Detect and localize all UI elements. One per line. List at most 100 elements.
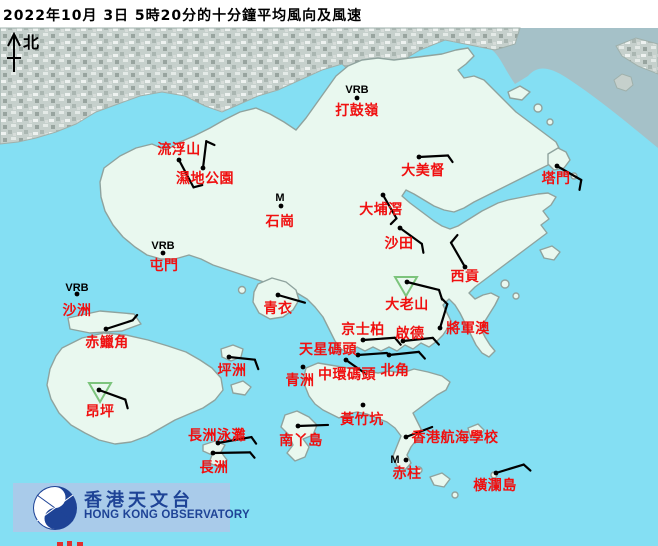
station-name-label: 石崗 (265, 213, 295, 230)
station-status-label: VRB (151, 240, 174, 252)
wind-barb-shaft (387, 350, 420, 357)
station-status-label: M (275, 192, 284, 204)
station-sha-tin: 沙田 (385, 225, 425, 254)
station-hk-sea-school: 香港航海學校 (403, 425, 499, 446)
wind-barb-shaft (211, 451, 252, 455)
wind-barb-shaft (356, 351, 389, 357)
station-dot (160, 250, 166, 256)
tsing-yi-island (252, 277, 300, 320)
wind-barb-feather (389, 217, 398, 226)
station-cheung-chau: 長洲 (200, 450, 256, 476)
lamma-island-shape (280, 410, 318, 462)
station-green-island: 青洲 (286, 364, 315, 389)
north-arrow: 北 (7, 31, 39, 72)
wind-barb-feather (192, 183, 204, 189)
station-name-label: 中環碼頭 (318, 366, 376, 383)
station-tsing-yi: 青衣 (264, 292, 307, 317)
station-shek-kong: M 石崗 (265, 192, 295, 230)
station-name-label: 昂坪 (86, 404, 115, 420)
station-dot (437, 325, 443, 331)
wind-barb-feather (449, 233, 459, 244)
wind-barb-shaft (344, 358, 368, 376)
station-dot (200, 165, 206, 171)
station-dot (386, 352, 392, 358)
station-status-label: M (390, 454, 399, 466)
station-tuen-mun: VRB 屯門 (150, 240, 179, 274)
clipped-red-label-fragment (67, 541, 72, 546)
station-dot (397, 225, 403, 231)
station-dot (354, 95, 360, 101)
station-dot (380, 192, 386, 198)
station-dot (360, 337, 366, 343)
wind-barb-feather (417, 350, 426, 360)
station-dot (400, 338, 406, 344)
wind-barb-shaft (104, 319, 134, 331)
wind-barb-shaft (177, 158, 195, 189)
station-lamma-island: 南丫島 (279, 423, 330, 449)
hei-ling-chau-island (230, 380, 252, 396)
station-name-label: 南丫島 (279, 432, 323, 449)
station-peng-chau: 坪洲 (218, 354, 260, 379)
clipped-red-label-fragment (57, 542, 63, 546)
wind-barb-shaft (417, 154, 450, 159)
station-name-label: 香港航海學校 (411, 429, 499, 446)
station-north-point: 北角 (381, 350, 426, 379)
hill-station-triangle-icon (393, 276, 419, 298)
station-dot (300, 364, 306, 370)
wind-barb-shaft (555, 164, 583, 182)
station-name-label: 青衣 (264, 300, 293, 317)
wind-barb-shaft (398, 226, 423, 245)
wind-barb-shaft (401, 336, 434, 343)
wind-barb-shaft (227, 355, 256, 361)
station-stanley: M赤柱 (390, 454, 421, 482)
station-name-label: 長洲 (200, 460, 229, 476)
hko-logo-english-name: HONG KONG OBSERVATORY (84, 509, 250, 521)
station-name-label: 北角 (381, 362, 410, 379)
yantian-coast-land (615, 37, 658, 75)
wind-barb-feather (124, 398, 129, 410)
wind-barb-shaft (361, 336, 397, 342)
lantau-island (46, 332, 224, 445)
shenzhen-urban-area (0, 27, 521, 145)
wind-barb-feather (253, 358, 260, 371)
wind-barb-shaft (405, 280, 441, 292)
wind-barb-shaft (404, 425, 434, 439)
station-dot (295, 423, 301, 429)
station-kai-tak: 啟德 (396, 325, 440, 346)
station-name-label: 青洲 (286, 372, 315, 389)
hong-kong-island (303, 362, 451, 471)
high-island (539, 245, 561, 261)
wind-barb-shaft (438, 302, 449, 330)
wind-barb-shaft (216, 435, 253, 445)
wind-barb-shaft (449, 241, 467, 269)
station-name-label: 濕地公園 (176, 170, 234, 187)
crescent-island (613, 73, 634, 92)
mirs-bay-islet-1 (533, 103, 543, 113)
station-status-label: VRB (65, 282, 88, 294)
station-name-label: 大美督 (401, 162, 445, 179)
wind-barb-feather (393, 336, 402, 346)
kau-sai-chau-island (500, 279, 510, 289)
station-lau-fau-shan: 流浮山 (157, 141, 204, 189)
tung-lung-island (467, 423, 485, 439)
station-dot (103, 326, 109, 332)
station-dot (210, 450, 216, 456)
station-dot (96, 387, 102, 393)
station-dot (275, 292, 281, 298)
station-name-label: 將軍澳 (446, 320, 490, 337)
new-territories-landmass (99, 47, 561, 358)
station-wong-chuk-hang: 黃竹坑 (339, 402, 383, 428)
station-name-label: 大老山 (385, 296, 429, 313)
station-dot (554, 163, 560, 169)
wind-barb-feather (131, 313, 139, 322)
station-dot (343, 357, 349, 363)
station-name-label: 赤柱 (393, 465, 422, 482)
station-dot (74, 291, 80, 297)
wind-barb-feather (522, 463, 532, 472)
station-name-label: 啟德 (396, 325, 425, 342)
po-toi-islet-1 (415, 466, 423, 474)
station-name-label: 大埔滘 (359, 201, 403, 218)
station-name-label: 赤鱲角 (85, 334, 129, 351)
